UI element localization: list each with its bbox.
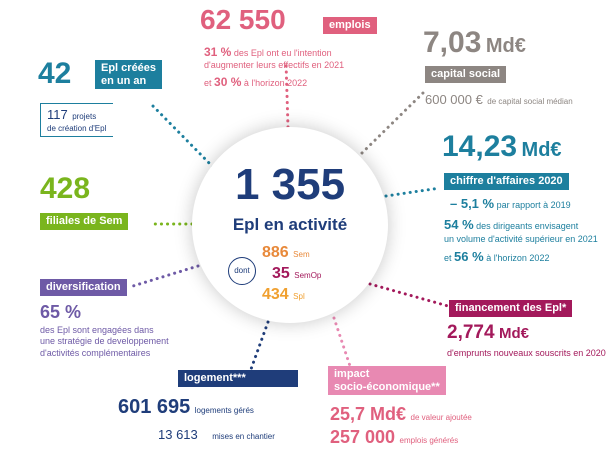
center-row-spl-label: Spl <box>293 292 305 301</box>
center-dont: dont <box>228 257 256 285</box>
creees-sub-value: 117 <box>47 107 68 122</box>
impact-row2: 257 000 emplois générés <box>330 427 458 448</box>
center-row-spl-value: 434 <box>262 286 289 303</box>
financement-label: financement des Epl* <box>449 300 573 317</box>
impact-text2: emplois générés <box>399 436 459 445</box>
connector-ca <box>384 186 442 198</box>
logement-text2: mises en chantier <box>212 432 275 441</box>
emplois-et: et <box>204 78 212 89</box>
creees-label-line1: Epl créées <box>101 62 157 74</box>
connector-emplois <box>284 60 290 129</box>
connector-diversification <box>131 264 200 288</box>
emplois-detail: 31 % des Epl ont eu l'intention d'augmen… <box>204 45 344 90</box>
creees-sub-text2: de création d'Epl <box>47 124 107 133</box>
impact-text1: de valeur ajoutée <box>410 413 472 422</box>
ca-text2a: des dirigeants envisagent <box>476 221 579 232</box>
impact-row1: 25,7 Md€ de valeur ajoutée <box>330 404 472 425</box>
ca-text1: par rapport à 2019 <box>496 200 571 210</box>
ca-text2b: un volume d'activité supérieur en 2021 <box>444 233 598 244</box>
logement-row1: 601 695 logements gérés <box>118 396 254 419</box>
financement-value: 2,774 <box>447 322 495 343</box>
capital-figure: 7,03 Md€ <box>423 26 526 60</box>
creees-label: Epl créées en un an <box>95 60 163 90</box>
ca-figure: 14,23 Md€ <box>442 130 562 164</box>
center-row-sem-value: 886 <box>262 244 289 261</box>
logement-text1: logements gérés <box>194 406 254 415</box>
financement-text: d'emprunts nouveaux souscrits en 2020 <box>447 348 606 358</box>
impact-value2: 257 000 <box>330 427 396 447</box>
logement-value1: 601 695 <box>118 396 191 418</box>
capital-label: capital social <box>425 66 507 83</box>
center-row-semop-label: SemOp <box>294 271 322 280</box>
impact-value1: 25,7 Md€ <box>330 404 407 424</box>
diversification-text: des Epl sont engagées dans une stratégie… <box>40 325 169 359</box>
center-row-sem-label: Sem <box>293 250 310 259</box>
emplois-pct1: 31 % <box>204 45 232 59</box>
ca-label: chiffre d'affaires 2020 <box>444 173 569 190</box>
filiales-label: filiales de Sem <box>40 213 129 230</box>
creees-label-line2: en un an <box>101 74 147 87</box>
connector-impact <box>332 316 352 368</box>
capital-unit: Md€ <box>485 35 526 57</box>
connector-financement <box>368 282 450 308</box>
creees-sub-box: 117 projets de création d'Epl <box>40 103 113 137</box>
emplois-text2: à l'horizon 2022 <box>243 78 308 89</box>
impact-label: impact socio-économique** <box>328 366 446 396</box>
center-breakdown: 886 Sem 35 SemOp 434 Spl <box>262 243 321 306</box>
capital-sub-value: 600 000 € <box>425 92 483 107</box>
capital-sub: 600 000 € de capital social médian <box>425 91 573 109</box>
emplois-text1b: d'augmenter leurs effectifs en 2021 <box>204 60 345 70</box>
creees-sub-text1: projets <box>72 112 97 121</box>
center-row-semop-value: 35 <box>272 265 290 282</box>
emplois-text1a: des Epl ont eu l'intention <box>233 48 332 58</box>
emplois-label: emplois <box>323 17 377 34</box>
ca-pct1: – 5,1 % <box>450 196 495 211</box>
ca-pct3: 56 % <box>454 248 484 264</box>
impact-label-line2: socio-économique** <box>334 380 440 393</box>
ca-pct2: 54 % <box>444 217 474 233</box>
capital-value: 7,03 <box>423 26 482 59</box>
diversification-label: diversification <box>40 279 127 296</box>
logement-value2: 13 613 <box>158 427 198 442</box>
emplois-pct2: 30 % <box>214 75 242 90</box>
center-value: 1 355 <box>234 160 346 209</box>
diversification-value: 65 % <box>40 302 82 322</box>
emplois-value: 62 550 <box>200 4 286 35</box>
capital-sub-text: de capital social médian <box>487 97 573 106</box>
financement-unit: Md€ <box>499 325 529 342</box>
logement-row2: 13 613 mises en chantier <box>158 426 275 444</box>
diversification-text2: une stratégie de developpement <box>40 336 169 347</box>
ca-detail: – 5,1 % par rapport à 2019 54 % des diri… <box>444 196 598 265</box>
filiales-value: 428 <box>40 172 91 205</box>
connector-capital <box>360 90 426 155</box>
center-circle: 1 355 Epl en activité dont 886 Sem 35 Se… <box>192 127 388 323</box>
creees-value: 42 <box>38 57 72 90</box>
connector-creees <box>148 101 215 169</box>
ca-value: 14,23 <box>442 130 518 163</box>
impact-label-line1: impact <box>334 368 370 380</box>
diversification-text3: d'activités complémentaires <box>40 347 151 358</box>
financement-figure: 2,774 Md€ <box>447 322 529 344</box>
logement-label: logement*** <box>178 370 298 387</box>
connector-logement <box>248 320 270 374</box>
ca-unit: Md€ <box>521 139 562 161</box>
center-label: Epl en activité <box>232 215 348 234</box>
diversification-text1: des Epl sont engagées dans <box>40 325 154 335</box>
ca-text3: à l'horizon 2022 <box>486 252 550 263</box>
ca-et: et <box>444 252 452 263</box>
